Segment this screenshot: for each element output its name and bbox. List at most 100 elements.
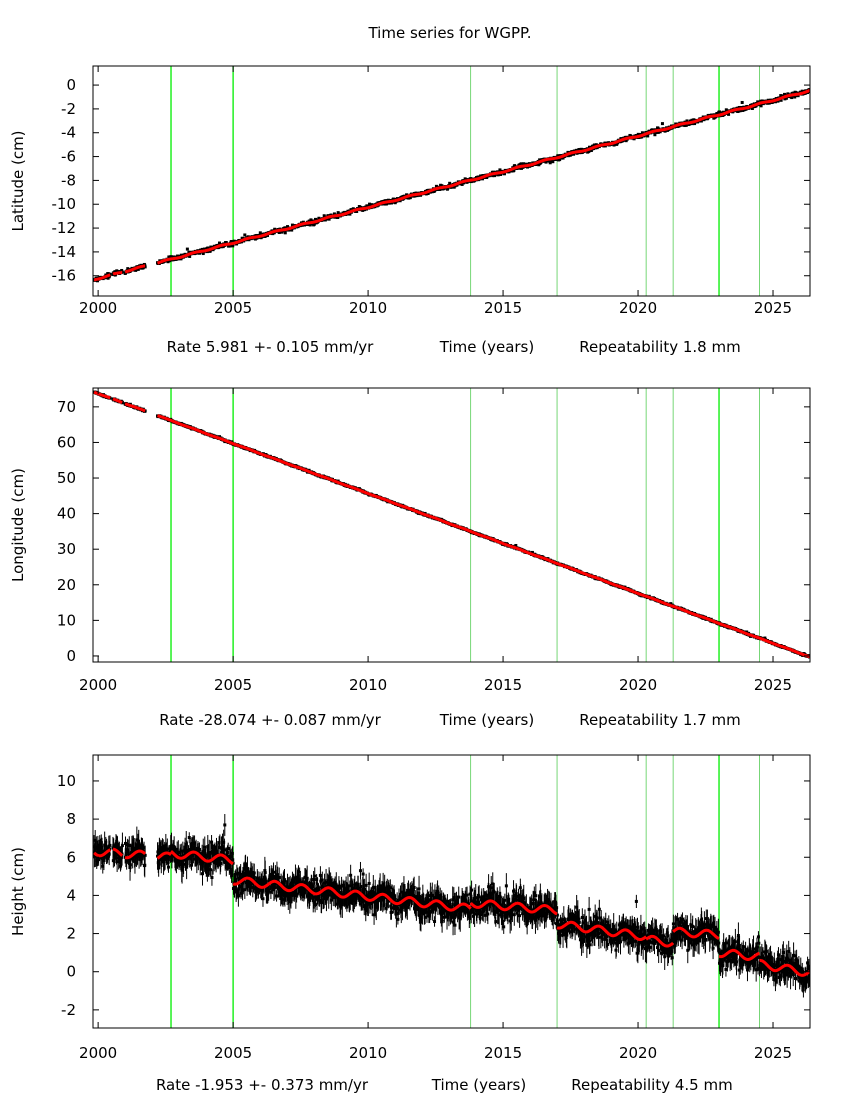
data-point — [222, 848, 226, 852]
plot-frame — [92, 387, 811, 663]
data-point — [228, 244, 232, 248]
data-point — [223, 823, 227, 827]
data-point — [124, 848, 128, 852]
data-point — [291, 891, 295, 895]
data-point — [187, 836, 191, 840]
x-tick-label: 2000 — [79, 676, 117, 694]
data-point — [756, 100, 760, 104]
y-tick-label: 30 — [57, 540, 76, 558]
data-point — [493, 174, 497, 178]
y-tick-label: 20 — [57, 576, 76, 594]
data-point — [250, 871, 254, 875]
data-point — [236, 891, 240, 895]
data-point — [355, 209, 359, 213]
y-tick-label: 60 — [57, 433, 76, 451]
model-line — [94, 273, 111, 282]
data-point — [104, 840, 108, 844]
data-point — [323, 890, 327, 894]
data-point — [783, 92, 787, 96]
data-point — [358, 205, 362, 209]
data-point — [724, 108, 728, 112]
data-point — [229, 855, 233, 859]
data-point — [290, 223, 294, 227]
x-tick-label: 2010 — [349, 299, 387, 317]
data-point — [255, 876, 259, 880]
data-point — [300, 881, 304, 885]
data-point — [180, 859, 184, 863]
data-point — [323, 881, 327, 885]
data-point — [143, 853, 147, 857]
data-point — [289, 893, 293, 897]
x-tick-label: 2025 — [754, 676, 792, 694]
data-point — [266, 891, 270, 895]
data-point — [361, 208, 365, 212]
data-point — [783, 97, 787, 101]
y-tick-label: 10 — [57, 611, 76, 629]
repeatability-label: Repeatability 1.8 mm — [579, 338, 740, 356]
data-point — [94, 845, 98, 849]
data-point — [207, 851, 211, 855]
x-tick-label: 2010 — [349, 676, 387, 694]
data-point — [120, 400, 124, 404]
x-tick-label: 2020 — [619, 299, 657, 317]
data-point — [93, 838, 97, 842]
data-point — [226, 847, 230, 851]
data-point — [243, 888, 247, 892]
data-point — [236, 871, 240, 875]
data-point — [296, 870, 300, 874]
x-tick-label: 2000 — [79, 299, 117, 317]
data-point — [348, 212, 352, 216]
data-point — [96, 851, 100, 855]
rate-label: Rate 5.981 +- 0.105 mm/yr — [167, 338, 374, 356]
data-point — [469, 177, 473, 181]
data-point — [684, 123, 688, 127]
data-point — [460, 182, 464, 186]
data-point — [124, 841, 128, 845]
y-tick-label: 70 — [57, 398, 76, 416]
data-point — [251, 885, 255, 889]
data-point — [790, 96, 794, 100]
data-point — [383, 199, 387, 203]
data-point — [185, 247, 189, 251]
data-point — [385, 202, 389, 206]
data-point — [237, 887, 241, 891]
data-point — [800, 89, 804, 93]
data-point — [224, 241, 228, 245]
data-point — [290, 228, 294, 232]
model-line — [157, 414, 810, 659]
data-point — [101, 864, 105, 868]
data-point — [127, 843, 131, 847]
data-point — [136, 267, 140, 271]
data-point — [120, 268, 124, 272]
data-point — [312, 900, 316, 904]
data-point — [143, 409, 147, 413]
model-line — [93, 390, 111, 400]
data-point — [208, 868, 212, 872]
data-point — [120, 270, 124, 274]
data-point — [283, 231, 287, 235]
data-point — [244, 863, 248, 867]
data-point — [738, 109, 742, 113]
data-point — [206, 867, 210, 871]
data-point — [520, 162, 524, 166]
data-point — [283, 879, 287, 883]
data-point — [193, 841, 197, 845]
y-tick-label: -8 — [61, 171, 76, 189]
data-point — [646, 134, 650, 138]
data-point — [163, 857, 167, 861]
data-point — [218, 846, 222, 850]
data-point — [292, 880, 296, 884]
data-point — [741, 108, 745, 112]
data-point — [161, 844, 165, 848]
data-point — [137, 855, 141, 859]
data-point — [693, 122, 697, 126]
data-point — [269, 890, 273, 894]
y-tick-label: -10 — [52, 195, 77, 213]
data-point — [200, 872, 204, 876]
data-point — [171, 845, 175, 849]
data-point — [558, 158, 562, 162]
data-point — [258, 231, 262, 235]
data-point — [273, 886, 277, 890]
data-point — [108, 843, 112, 847]
data-point — [143, 863, 147, 867]
